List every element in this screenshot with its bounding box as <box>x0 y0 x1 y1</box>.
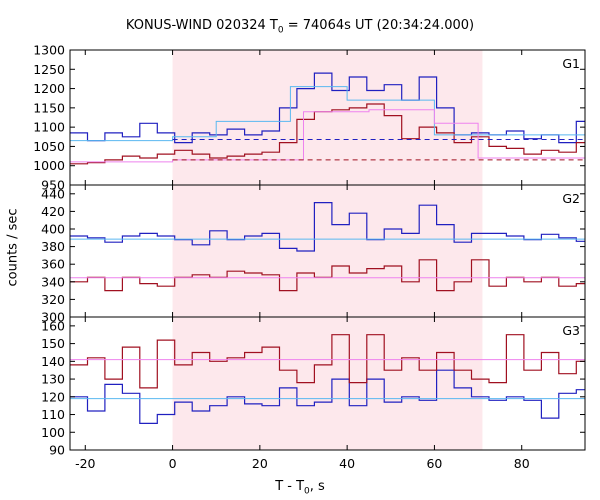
panel-G2-ytick-label: 420 <box>41 204 65 219</box>
panel-G1-label: G1 <box>562 56 580 71</box>
y-axis-label: counts / sec <box>5 208 21 287</box>
panel-G3-ytick-label: 100 <box>41 425 65 440</box>
chart-title-subscript: 0 <box>277 25 284 36</box>
panel-G3-series-blue <box>70 369 585 424</box>
panel-G3-ytick-label: 110 <box>41 407 65 422</box>
panel-G2-ytick-label: 360 <box>41 257 65 272</box>
panel-G3-ytick-label: 120 <box>41 389 65 404</box>
panel-G1-ytick-label: 1300 <box>33 43 65 58</box>
panel-G3-series-red <box>70 334 585 389</box>
panel-G1-ytick-label: 950 <box>41 178 65 193</box>
x-tick-label: 80 <box>514 456 530 471</box>
panel-G2-ytick-label: 400 <box>41 222 65 237</box>
x-tick-label: 20 <box>252 456 268 471</box>
x-axis-label: T - T0, s <box>0 479 600 497</box>
panel-G2-label: G2 <box>562 191 580 206</box>
panel-G1-ytick-label: 1050 <box>33 139 65 154</box>
chart-title: KONUS-WIND 020324 T0 = 74064s UT (20:34:… <box>0 18 600 36</box>
panel-G1-ytick-label: 1100 <box>33 120 65 135</box>
x-tick-label: 60 <box>426 456 442 471</box>
panel-G1-ytick-label: 1250 <box>33 62 65 77</box>
panel-G2-series-blue <box>70 202 585 252</box>
x-axis-label-subscript: 0 <box>304 486 310 497</box>
panel-G2-ytick-label: 300 <box>41 310 65 325</box>
panel-G1-ytick-label: 1200 <box>33 81 65 96</box>
panel-G2-ytick-label: 320 <box>41 292 65 307</box>
panel-G2-ytick-label: 380 <box>41 239 65 254</box>
panel-G3-ytick-label: 160 <box>41 318 65 333</box>
panel-G3-ytick-label: 90 <box>49 443 65 458</box>
panel-G2-ytick-label: 340 <box>41 274 65 289</box>
shaded-interval <box>172 50 483 450</box>
panel-G1-ytick-label: 1000 <box>33 158 65 173</box>
x-tick-label: -20 <box>75 456 95 471</box>
x-tick-label: 0 <box>169 456 177 471</box>
chart-title-suffix: = 74064s UT (20:34:24.000) <box>283 18 475 33</box>
panel-G3-frame <box>69 316 586 451</box>
panel-G1-ytick-label: 1150 <box>33 100 65 115</box>
x-axis-label-prefix: T - T <box>275 479 305 494</box>
chart-title-prefix: KONUS-WIND 020324 T <box>125 18 278 33</box>
panel-G3-ytick-label: 130 <box>41 372 65 387</box>
x-axis-label-suffix: , s <box>309 479 325 494</box>
panel-G3-ytick-label: 140 <box>41 354 65 369</box>
x-tick-label: 40 <box>339 456 355 471</box>
panel-G3-ytick-label: 150 <box>41 336 65 351</box>
panel-G3-label: G3 <box>562 323 580 338</box>
panel-G1-fit-0 <box>70 86 585 142</box>
panel-G1-series-red <box>70 103 585 165</box>
panel-G2-series-red <box>70 259 585 292</box>
panel-G1-series-blue <box>70 72 585 144</box>
panel-G2-ytick-label: 440 <box>41 186 65 201</box>
